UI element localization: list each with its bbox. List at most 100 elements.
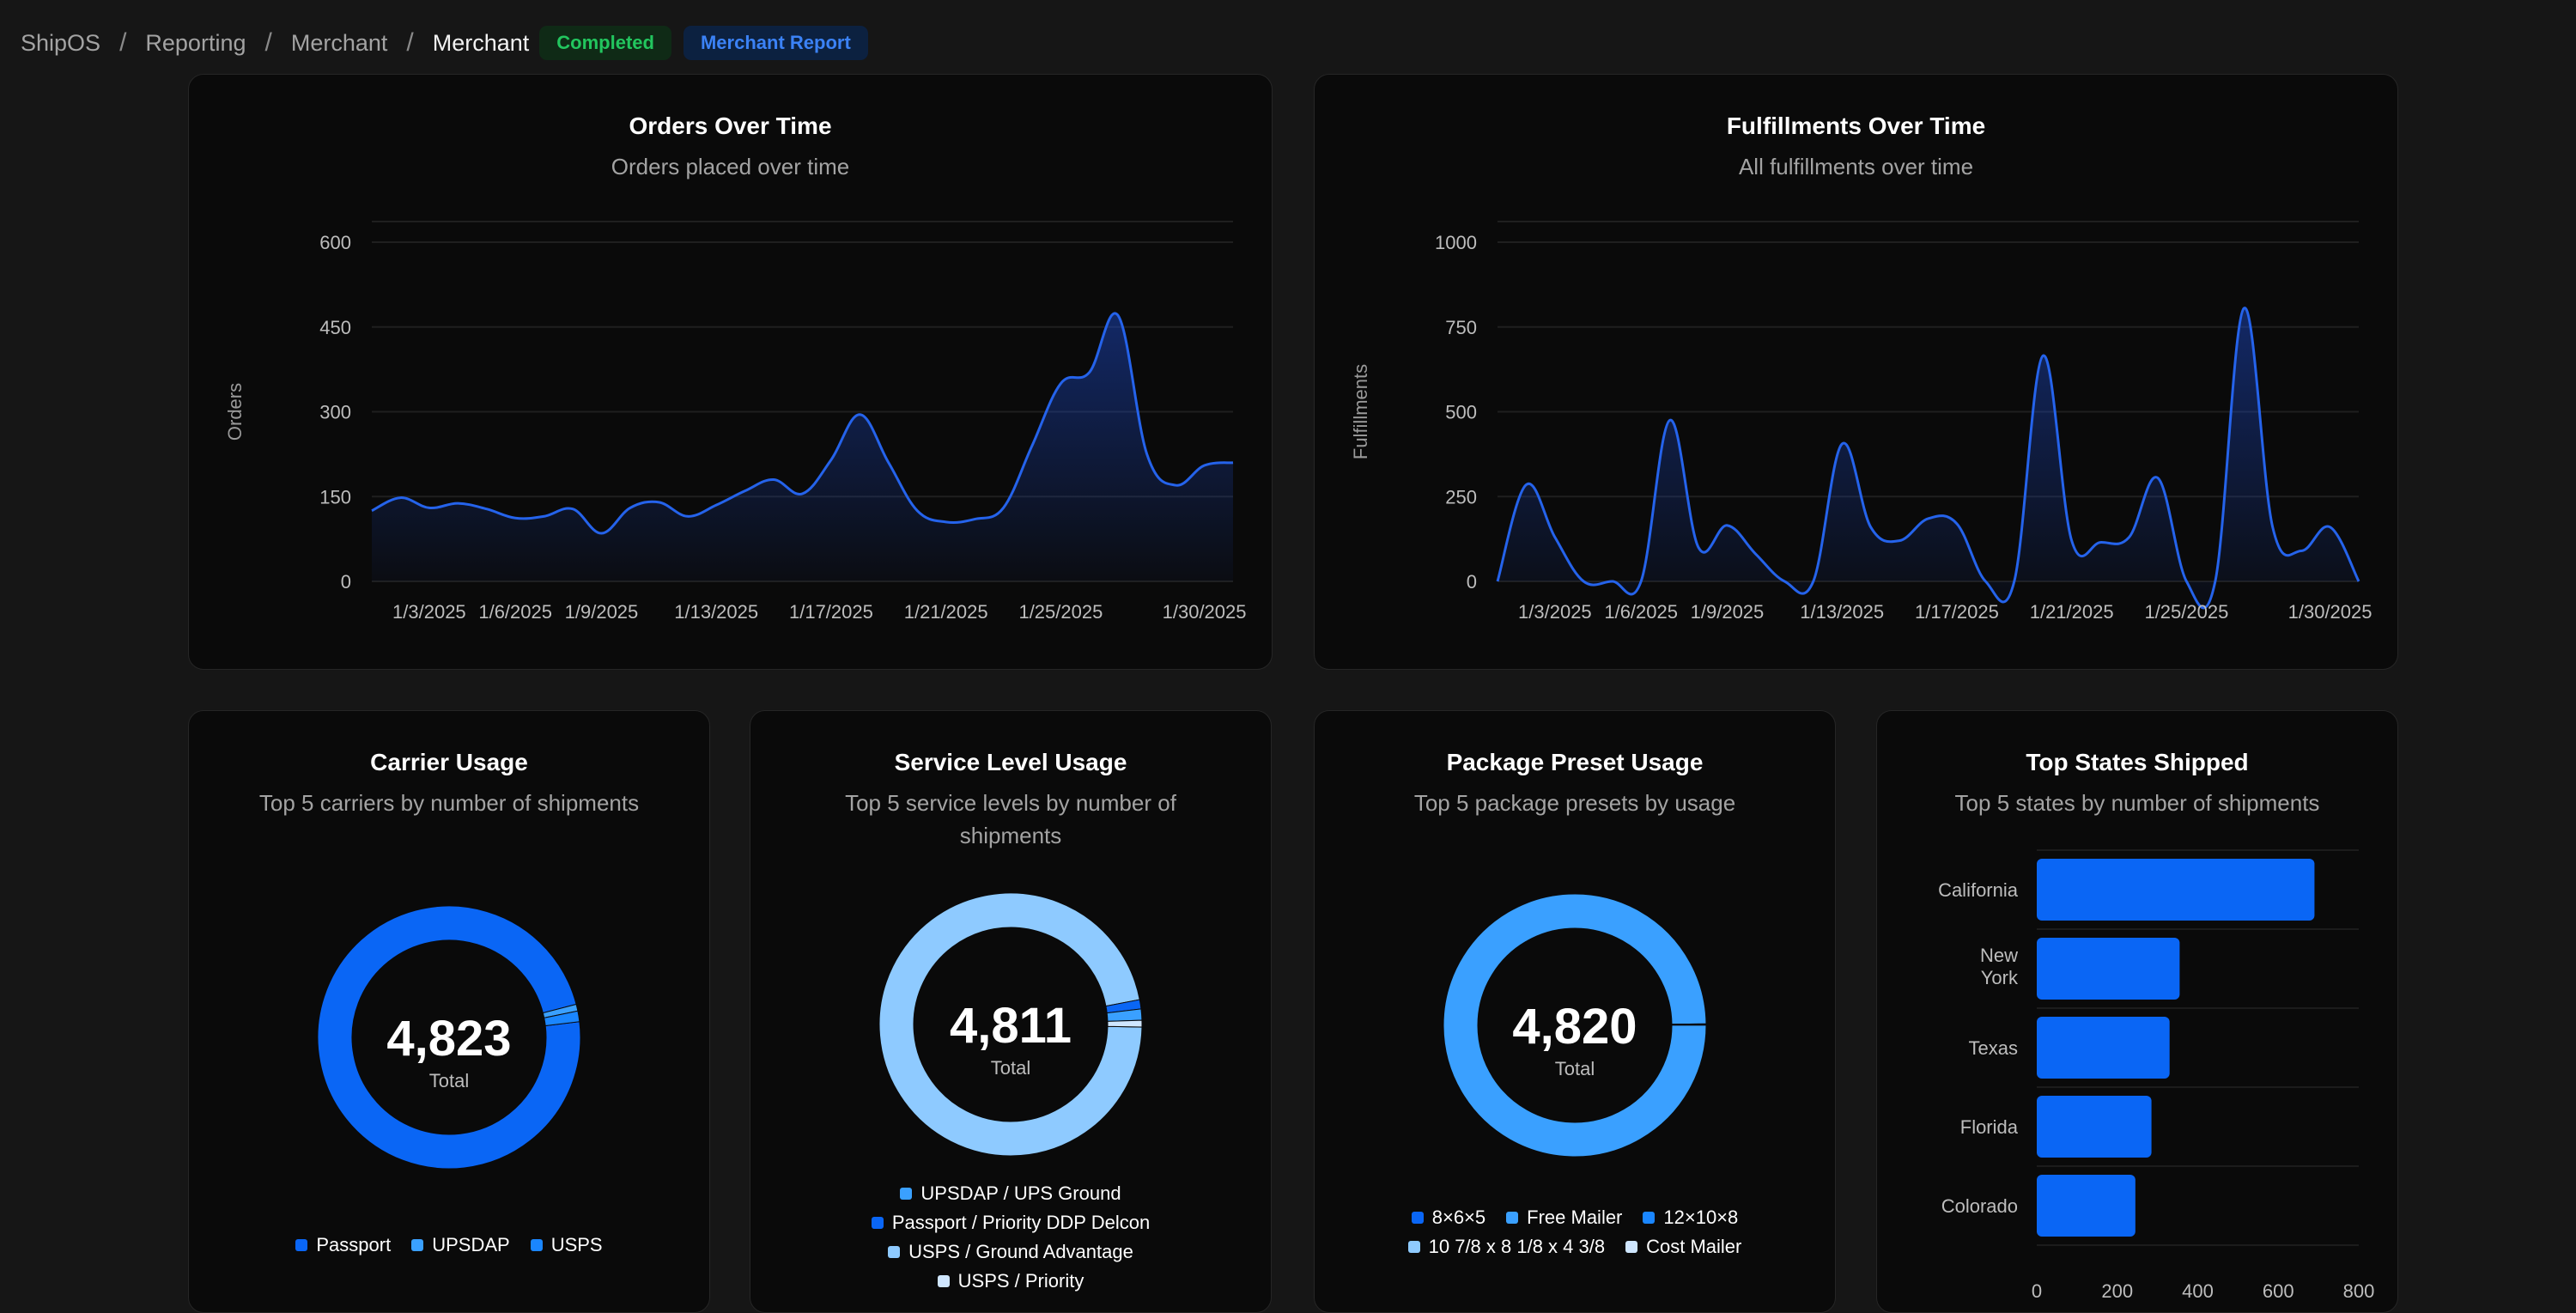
y-axis-label: Fulfillments xyxy=(1350,364,1371,459)
legend-swatch xyxy=(1643,1212,1655,1224)
breadcrumb-merchant[interactable]: Merchant xyxy=(291,30,388,57)
category-label: Texas xyxy=(1969,1037,2018,1059)
carrier-legend: Passport UPSDAP USPS xyxy=(189,1231,709,1260)
legend-item[interactable]: Free Mailer xyxy=(1506,1203,1622,1232)
fulfillments-over-time-card: Fulfillments Over Time All fulfillments … xyxy=(1314,74,2398,670)
y-tick-label: 750 xyxy=(1445,317,1477,338)
legend-item[interactable]: UPSDAP xyxy=(411,1231,509,1260)
card-title: Service Level Usage xyxy=(750,749,1271,776)
legend-item[interactable]: Passport / Priority DDP Delcon xyxy=(872,1208,1150,1237)
legend-swatch xyxy=(888,1246,900,1258)
bar xyxy=(2037,1017,2170,1079)
legend-label: 10 7/8 x 8 1/8 x 4 3/8 xyxy=(1429,1232,1605,1261)
y-tick-label: 450 xyxy=(319,317,351,338)
x-tick-label: 1/13/2025 xyxy=(1800,601,1884,623)
breadcrumb-separator: / xyxy=(406,28,413,58)
legend-item[interactable]: 12×10×8 xyxy=(1643,1203,1738,1232)
legend-item[interactable]: 10 7/8 x 8 1/8 x 4 3/8 xyxy=(1408,1232,1605,1261)
service-level-donut-chart[interactable]: 4,811 Total xyxy=(750,853,1271,1196)
y-tick-label: 0 xyxy=(341,571,351,593)
breadcrumb-separator: / xyxy=(264,28,271,58)
category-label: York xyxy=(1981,967,2019,988)
x-tick-label: 1/30/2025 xyxy=(2288,601,2372,623)
legend-label: 12×10×8 xyxy=(1663,1203,1738,1232)
x-tick-label: 200 xyxy=(2101,1280,2133,1302)
y-axis-label: Orders xyxy=(224,383,246,441)
category-label: California xyxy=(1938,879,2019,901)
breadcrumb-shipos[interactable]: ShipOS xyxy=(21,30,100,57)
legend-label: Passport xyxy=(316,1231,391,1260)
orders-over-time-card: Orders Over Time Orders placed over time… xyxy=(188,74,1273,670)
y-tick-label: 500 xyxy=(1445,402,1477,423)
x-tick-label: 400 xyxy=(2182,1280,2214,1302)
x-tick-label: 1/21/2025 xyxy=(2030,601,2114,623)
legend-label: USPS xyxy=(551,1231,603,1260)
breadcrumb-reporting[interactable]: Reporting xyxy=(145,30,246,57)
package-preset-donut-chart[interactable]: 4,820 Total xyxy=(1315,854,1835,1197)
legend-swatch xyxy=(1625,1241,1637,1253)
status-badge: Completed xyxy=(539,26,671,60)
legend-item[interactable]: Cost Mailer xyxy=(1625,1232,1741,1261)
legend-item[interactable]: USPS xyxy=(531,1231,603,1260)
x-tick-label: 1/3/2025 xyxy=(1518,601,1592,623)
x-tick-label: 1/9/2025 xyxy=(1691,601,1765,623)
legend-swatch xyxy=(531,1239,543,1251)
package-preset-usage-card: Package Preset Usage Top 5 package prese… xyxy=(1314,710,1836,1313)
area-fill xyxy=(372,313,1233,581)
bar xyxy=(2037,1096,2152,1158)
donut-total-value: 4,823 xyxy=(386,1011,511,1067)
card-subtitle: Top 5 package presets by usage xyxy=(1340,787,1809,819)
category-label: New xyxy=(1980,945,2018,966)
category-label: Colorado xyxy=(1941,1195,2018,1217)
x-tick-label: 1/6/2025 xyxy=(1604,601,1678,623)
bar xyxy=(2037,1175,2136,1237)
category-label: Florida xyxy=(1960,1116,2019,1138)
carrier-usage-card: Carrier Usage Top 5 carriers by number o… xyxy=(188,710,710,1313)
bar xyxy=(2037,859,2314,921)
x-tick-label: 1/17/2025 xyxy=(1915,601,1999,623)
y-tick-label: 1000 xyxy=(1435,232,1477,253)
legend-swatch xyxy=(1408,1241,1420,1253)
service-level-usage-card: Service Level Usage Top 5 service levels… xyxy=(750,710,1272,1313)
legend-item[interactable]: 8×6×5 xyxy=(1412,1203,1485,1232)
donut-total-label: Total xyxy=(429,1070,469,1091)
legend-label: Free Mailer xyxy=(1527,1203,1622,1232)
breadcrumb-separator: / xyxy=(119,28,126,58)
legend-label: Cost Mailer xyxy=(1646,1232,1741,1261)
legend-swatch xyxy=(938,1275,950,1287)
donut-total-label: Total xyxy=(991,1057,1030,1079)
legend-label: UPSDAP xyxy=(432,1231,509,1260)
legend-item[interactable]: USPS / Ground Advantage xyxy=(888,1237,1133,1267)
legend-label: USPS / Priority xyxy=(958,1267,1084,1296)
y-tick-label: 300 xyxy=(319,402,351,423)
legend-item[interactable]: USPS / Priority xyxy=(938,1267,1084,1296)
y-tick-label: 150 xyxy=(319,486,351,508)
card-subtitle: Top 5 service levels by number of shipme… xyxy=(819,787,1202,852)
legend-swatch xyxy=(900,1188,912,1200)
carrier-donut-chart[interactable]: 4,823 Total xyxy=(189,866,709,1209)
legend-item[interactable]: Passport xyxy=(295,1231,391,1260)
x-tick-label: 1/25/2025 xyxy=(2144,601,2228,623)
report-type-badge: Merchant Report xyxy=(683,26,868,60)
donut-total-value: 4,820 xyxy=(1512,999,1637,1055)
x-tick-label: 600 xyxy=(2263,1280,2294,1302)
x-tick-label: 1/13/2025 xyxy=(674,601,758,623)
legend-item[interactable]: UPSDAP / UPS Ground xyxy=(900,1179,1121,1208)
x-tick-label: 1/25/2025 xyxy=(1018,601,1103,623)
breadcrumb-current: Merchant xyxy=(433,30,530,57)
x-tick-label: 1/30/2025 xyxy=(1163,601,1247,623)
x-tick-label: 1/21/2025 xyxy=(904,601,988,623)
legend-label: 8×6×5 xyxy=(1432,1203,1485,1232)
top-states-shipped-card: Top States Shipped Top 5 states by numbe… xyxy=(1876,710,2398,1313)
donut-slice xyxy=(1108,1020,1142,1027)
legend-label: UPSDAP / UPS Ground xyxy=(920,1179,1121,1208)
legend-swatch xyxy=(872,1217,884,1229)
y-tick-label: 0 xyxy=(1467,571,1477,593)
x-tick-label: 1/9/2025 xyxy=(565,601,639,623)
package-preset-legend: 8×6×5 Free Mailer 12×10×8 10 7/8 x 8 1/8 x… xyxy=(1315,1203,1835,1261)
x-tick-label: 1/17/2025 xyxy=(789,601,873,623)
area-fill xyxy=(1498,308,2359,608)
